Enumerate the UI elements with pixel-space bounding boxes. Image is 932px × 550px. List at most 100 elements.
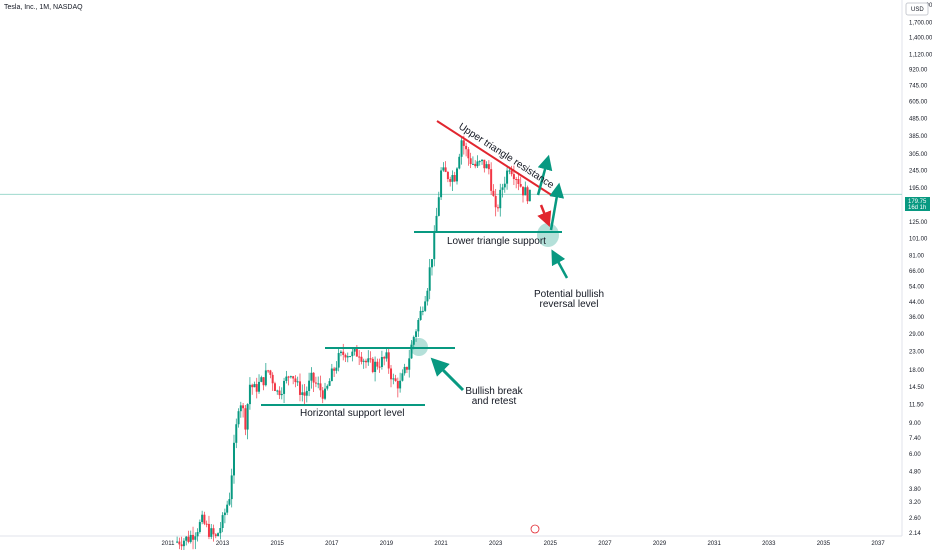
x-tick-label: 2027 xyxy=(598,541,612,547)
candle-body xyxy=(364,360,367,363)
upper-triangle-resistance-line[interactable] xyxy=(436,120,554,197)
candle-body xyxy=(451,175,454,182)
candle-body xyxy=(467,149,470,159)
y-tick-label: 485.00 xyxy=(909,116,928,122)
candle-body xyxy=(328,381,331,386)
candle-body xyxy=(285,376,288,381)
candle-body xyxy=(390,368,393,380)
candle-body xyxy=(503,183,506,188)
candle-body xyxy=(385,352,388,359)
y-tick-label: 44.00 xyxy=(909,300,925,306)
candle-body xyxy=(258,381,261,392)
candle-body xyxy=(217,533,220,537)
candle-body xyxy=(462,140,465,146)
reversal-label-line1: Potential bullish xyxy=(534,289,604,300)
y-tick-label: 3.80 xyxy=(909,487,921,493)
bearish-arrow-icon xyxy=(537,204,552,227)
candle-body xyxy=(510,170,513,175)
candle-body xyxy=(342,351,345,355)
retest-zone-circle xyxy=(410,338,428,356)
current-price-badge xyxy=(905,197,930,211)
candle-body xyxy=(396,380,399,389)
candle-body xyxy=(205,523,208,525)
candle-body xyxy=(403,366,406,374)
candle-body xyxy=(326,385,329,389)
candle-body xyxy=(528,189,531,202)
x-tick-label: 2029 xyxy=(653,541,667,547)
candle-body xyxy=(460,140,463,157)
reversal-label-line2: reversal level xyxy=(540,299,599,310)
candle-body xyxy=(176,541,179,543)
retest-arrow-icon xyxy=(430,357,465,392)
y-tick-label: 2.14 xyxy=(909,531,921,537)
candle-body xyxy=(399,380,402,389)
candle-body xyxy=(515,179,518,181)
candle-body xyxy=(303,392,306,396)
y-tick-label: 4.80 xyxy=(909,469,921,475)
currency-selector[interactable] xyxy=(905,2,929,16)
candle-body xyxy=(476,161,479,167)
candle-body xyxy=(260,377,263,382)
candle-body xyxy=(273,383,276,392)
y-tick-label: 1,400.00 xyxy=(909,35,932,41)
y-tick-label: 1,700.00 xyxy=(909,21,932,27)
candle-body xyxy=(401,373,404,381)
y-tick-label: 54.00 xyxy=(909,284,925,290)
y-tick-label: 29.00 xyxy=(909,332,925,338)
retest-label-line1: Bullish break xyxy=(465,386,523,397)
x-axis: 2011 2013 2015 2017 2019 2021 2023 2025 2027 2029… xyxy=(162,541,886,547)
candle-body xyxy=(358,356,361,358)
candle-body xyxy=(312,372,315,383)
candle-body xyxy=(506,170,509,184)
candle-body xyxy=(330,368,333,382)
y-tick-label: 23.00 xyxy=(909,349,925,355)
candle-body xyxy=(212,528,215,535)
candle-body xyxy=(360,356,363,362)
candle-body xyxy=(276,390,279,392)
candle-body xyxy=(251,384,254,388)
bullish-arrow-icon xyxy=(549,182,565,231)
candle-body xyxy=(228,499,231,505)
lower-triangle-label: Lower triangle support xyxy=(447,236,546,247)
y-tick-label: 1,120.00 xyxy=(909,52,932,58)
candle-body xyxy=(524,187,527,196)
candle-body xyxy=(262,377,265,386)
candle-body xyxy=(412,336,415,345)
candle-body xyxy=(519,184,522,187)
candle-body xyxy=(187,536,190,542)
y-tick-label: 3.20 xyxy=(909,500,921,506)
candle-body xyxy=(223,512,226,516)
candle-body xyxy=(453,175,456,182)
bullish-arrow-icon xyxy=(536,154,553,196)
x-tick-label: 2033 xyxy=(762,541,776,547)
y-tick-label: 920.00 xyxy=(909,68,928,74)
candle-body xyxy=(410,344,413,359)
candle-body xyxy=(314,382,317,384)
y-tick-label: 7.40 xyxy=(909,436,921,442)
currency-label: USD xyxy=(911,7,924,13)
candle-body xyxy=(487,164,490,170)
dividend-marker-icon[interactable] xyxy=(530,524,540,534)
y-tick-label: 81.00 xyxy=(909,253,925,259)
y-tick-label: 66.00 xyxy=(909,269,925,275)
candle-body xyxy=(310,372,313,381)
candle-body xyxy=(196,532,199,537)
x-tick-label: 2019 xyxy=(380,541,394,547)
y-tick-label: 36.00 xyxy=(909,315,925,321)
candle-body xyxy=(298,381,301,395)
candle-body xyxy=(492,190,495,196)
candle-body xyxy=(508,170,511,172)
candle-body xyxy=(255,384,258,392)
candle-body xyxy=(198,522,201,533)
candle-body xyxy=(415,331,418,337)
x-tick-label: 2025 xyxy=(544,541,558,547)
candle-body xyxy=(353,348,356,352)
y-tick-label: 18.00 xyxy=(909,368,925,374)
candle-body xyxy=(469,158,472,164)
candle-body xyxy=(465,145,468,150)
candle-body xyxy=(349,356,352,358)
candle-body xyxy=(269,370,272,375)
candle-body xyxy=(185,536,188,541)
candle-body xyxy=(351,351,354,357)
